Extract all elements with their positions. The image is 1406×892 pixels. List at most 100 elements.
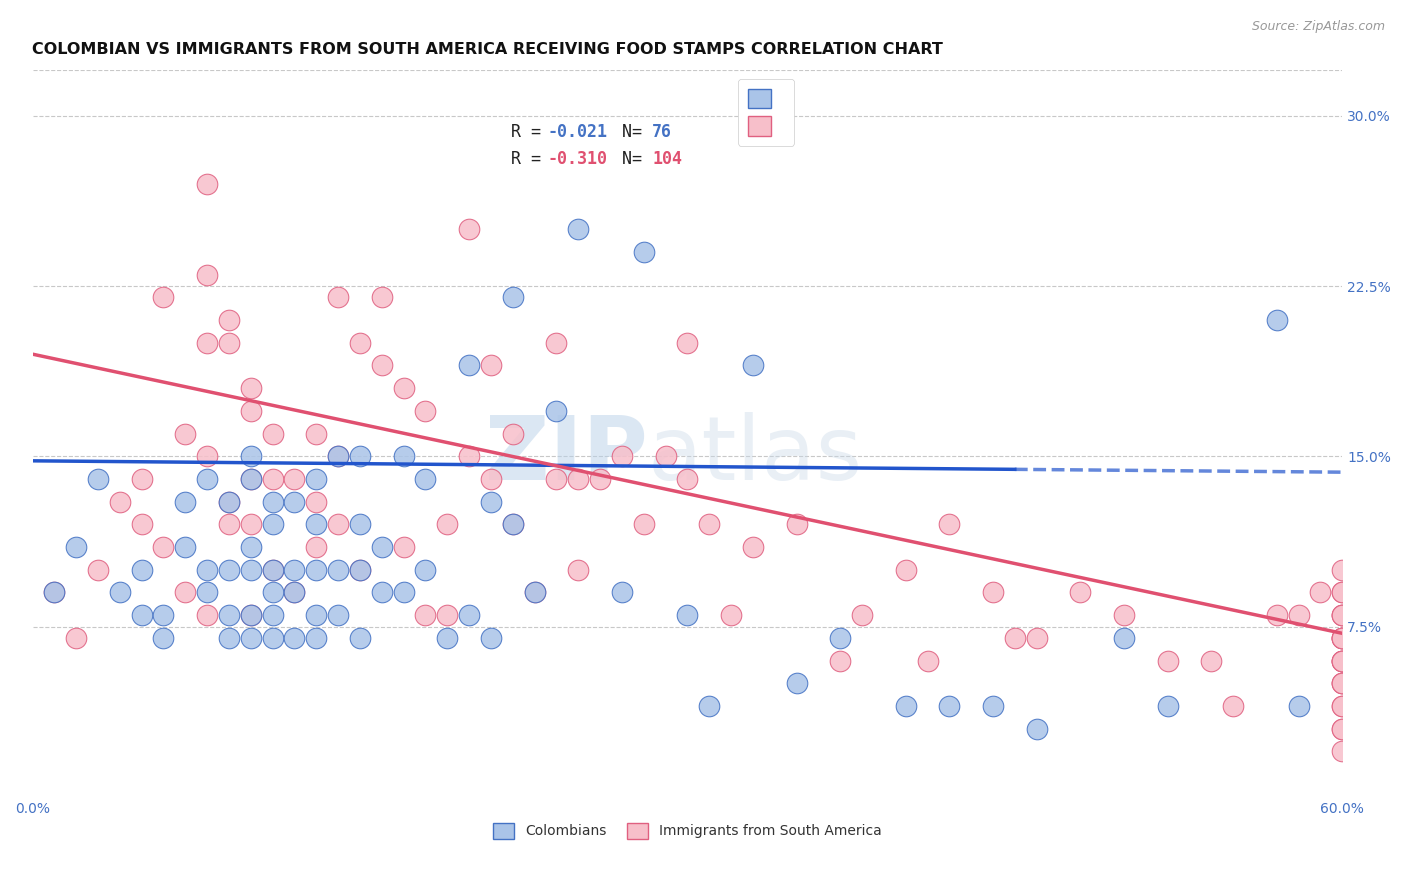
Point [479, 359, 502, 373]
Point [1265, 608, 1288, 623]
Point [894, 563, 917, 577]
Point [305, 631, 328, 645]
Point [1331, 608, 1354, 623]
Point [1331, 631, 1354, 645]
Point [218, 494, 240, 508]
Point [131, 563, 153, 577]
Point [349, 631, 371, 645]
Point [458, 608, 481, 623]
Point [262, 563, 284, 577]
Point [195, 268, 218, 282]
Point [174, 540, 197, 554]
Point [1331, 722, 1354, 736]
Point [1331, 698, 1354, 713]
Point [195, 335, 218, 350]
Point [1331, 654, 1354, 668]
Point [262, 585, 284, 599]
Point [349, 517, 371, 532]
Point [326, 563, 349, 577]
Point [262, 517, 284, 532]
Text: N=: N= [621, 150, 652, 168]
Point [305, 426, 328, 441]
Point [239, 472, 262, 486]
Text: COLOMBIAN VS IMMIGRANTS FROM SOUTH AMERICA RECEIVING FOOD STAMPS CORRELATION CHA: COLOMBIAN VS IMMIGRANTS FROM SOUTH AMERI… [32, 42, 943, 57]
Point [830, 654, 852, 668]
Point [546, 404, 568, 418]
Point [195, 177, 218, 191]
Text: 104: 104 [652, 150, 682, 168]
Point [1288, 698, 1310, 713]
Point [1331, 608, 1354, 623]
Point [741, 359, 763, 373]
Legend: Colombians, Immigrants from South America: Colombians, Immigrants from South Americ… [488, 817, 887, 845]
Text: ZIP: ZIP [485, 412, 648, 499]
Point [415, 608, 437, 623]
Text: 76: 76 [652, 123, 672, 141]
Point [152, 540, 174, 554]
Point [1112, 631, 1135, 645]
Point [392, 585, 415, 599]
Point [305, 608, 328, 623]
Point [283, 563, 305, 577]
Point [567, 222, 589, 236]
Point [87, 472, 110, 486]
Point [349, 335, 371, 350]
Point [283, 585, 305, 599]
Point [1201, 654, 1223, 668]
Point [174, 426, 197, 441]
Point [152, 631, 174, 645]
Point [305, 540, 328, 554]
Point [262, 426, 284, 441]
Point [174, 585, 197, 599]
Point [195, 450, 218, 464]
Point [349, 450, 371, 464]
Point [981, 698, 1004, 713]
Point [239, 631, 262, 645]
Point [349, 563, 371, 577]
Point [283, 472, 305, 486]
Point [523, 585, 546, 599]
Point [195, 608, 218, 623]
Point [1156, 698, 1178, 713]
Point [262, 608, 284, 623]
Point [1331, 585, 1354, 599]
Point [1309, 585, 1331, 599]
Point [218, 563, 240, 577]
Text: R =: R = [510, 123, 551, 141]
Point [392, 450, 415, 464]
Point [546, 472, 568, 486]
Point [415, 472, 437, 486]
Point [479, 494, 502, 508]
Point [371, 585, 394, 599]
Point [262, 631, 284, 645]
Point [676, 335, 699, 350]
Point [1112, 608, 1135, 623]
Point [567, 472, 589, 486]
Point [894, 698, 917, 713]
Point [458, 359, 481, 373]
Point [720, 608, 742, 623]
Point [1156, 654, 1178, 668]
Point [502, 290, 524, 304]
Point [1331, 654, 1354, 668]
Point [305, 517, 328, 532]
Point [65, 631, 87, 645]
Point [305, 563, 328, 577]
Point [305, 494, 328, 508]
Point [371, 540, 394, 554]
Point [262, 472, 284, 486]
Point [326, 450, 349, 464]
Point [1331, 722, 1354, 736]
Point [1331, 563, 1354, 577]
Point [239, 472, 262, 486]
Point [938, 517, 960, 532]
Point [371, 359, 394, 373]
Point [697, 698, 720, 713]
Point [65, 540, 87, 554]
Point [44, 585, 66, 599]
Point [108, 585, 131, 599]
Point [938, 698, 960, 713]
Point [174, 494, 197, 508]
Point [392, 381, 415, 395]
Point [479, 472, 502, 486]
